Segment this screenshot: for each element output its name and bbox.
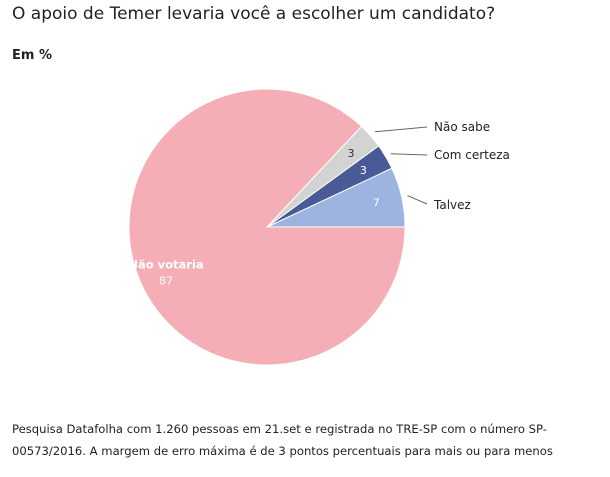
leader-line-nao-sabe xyxy=(374,126,428,133)
pie-chart: 7 Talvez 3 Com certeza 3 Não sabe Não votaria 8… xyxy=(128,88,510,366)
slice-value-com-certeza: 3 xyxy=(360,164,367,177)
slice-label-nao-sabe: Não sabe xyxy=(434,120,490,134)
chart-subtitle: Em % xyxy=(12,48,52,63)
source-note: Pesquisa Datafolha com 1.260 pessoas em … xyxy=(12,422,553,458)
slice-label-talvez: Talvez xyxy=(433,198,471,212)
slice-value-nao-sabe: 3 xyxy=(348,147,355,160)
slice-value-nao-votaria: 87 xyxy=(159,275,173,288)
leader-line-com-certeza xyxy=(390,153,428,156)
chart-title: O apoio de Temer levaria você a escolher… xyxy=(12,4,496,24)
slice-label-nao-votaria: Não votaria xyxy=(128,258,203,272)
slice-value-talvez: 7 xyxy=(373,197,380,210)
slice-label-com-certeza: Com certeza xyxy=(434,148,510,162)
leader-line-talvez xyxy=(407,195,428,205)
pie-slice-nao-votaria xyxy=(128,88,406,366)
